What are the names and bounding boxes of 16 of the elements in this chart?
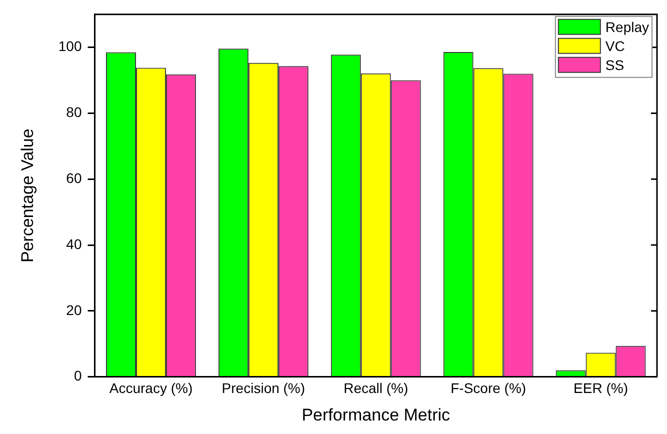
x-tick-label: Precision (%): [222, 380, 306, 396]
x-tick-label: F-Score (%): [450, 380, 526, 396]
y-tick-label: 80: [66, 104, 82, 120]
x-tick-label: Accuracy (%): [109, 380, 193, 396]
y-axis-title: Percentage Value: [18, 128, 37, 263]
y-tick-label: 0: [74, 368, 82, 384]
x-tick-label: Recall (%): [344, 380, 408, 396]
y-tick-label: 60: [66, 170, 82, 186]
legend-label: Replay: [605, 18, 650, 35]
legend-label: VC: [605, 38, 625, 54]
x-axis-title: Performance Metric: [302, 405, 451, 424]
x-tick-label: EER (%): [574, 380, 628, 396]
legend-label: SS: [605, 56, 624, 73]
y-tick-label: 40: [66, 236, 82, 252]
y-tick-label: 100: [58, 38, 82, 54]
y-tick-label: 20: [66, 302, 82, 318]
